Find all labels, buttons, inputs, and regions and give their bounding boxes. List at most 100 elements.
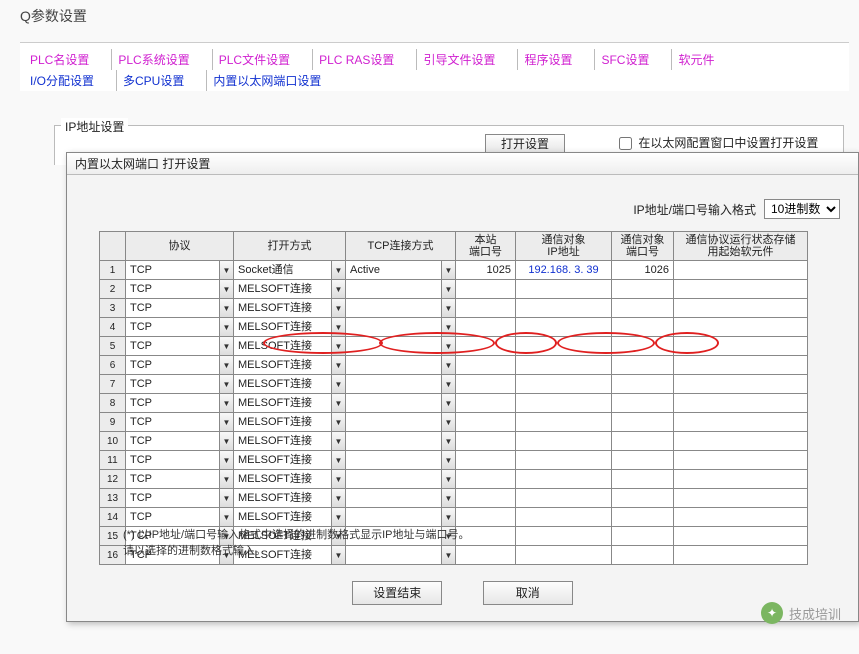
config-window-checkbox[interactable]: 在以太网配置窗口中设置打开设置 [615,134,818,153]
protocol-combo[interactable]: TCP▼ [126,375,233,393]
open_method-combo[interactable]: MELSOFT连接▼ [234,489,345,507]
tcp_mode-combo[interactable]: ▼ [346,280,455,298]
tcp_mode-combo[interactable]: ▼ [346,508,455,526]
chevron-down-icon[interactable]: ▼ [219,375,233,393]
chevron-down-icon[interactable]: ▼ [219,261,233,279]
chevron-down-icon[interactable]: ▼ [219,356,233,374]
tab-7[interactable]: 软元件 [671,49,732,70]
open-settings-button[interactable]: 打开设置 [485,134,565,154]
peer_ip-cell[interactable]: 192.168. 3. 39 [516,261,611,279]
protocol-combo[interactable]: TCP▼ [126,394,233,412]
tcp_mode-combo[interactable]: ▼ [346,394,455,412]
tcp_mode-combo[interactable]: Active▼ [346,261,455,279]
open_method-combo[interactable]: MELSOFT连接▼ [234,356,345,374]
tcp_mode-combo[interactable]: ▼ [346,318,455,336]
tcp_mode-combo[interactable]: ▼ [346,299,455,317]
chevron-down-icon[interactable]: ▼ [331,432,345,450]
chevron-down-icon[interactable]: ▼ [219,299,233,317]
chevron-down-icon[interactable]: ▼ [219,413,233,431]
tab2-0[interactable]: I/O分配设置 [28,70,112,91]
chevron-down-icon[interactable]: ▼ [219,470,233,488]
protocol-combo[interactable]: TCP▼ [126,299,233,317]
open_method-combo[interactable]: MELSOFT连接▼ [234,394,345,412]
chevron-down-icon[interactable]: ▼ [441,489,455,507]
chevron-down-icon[interactable]: ▼ [331,413,345,431]
tab-3[interactable]: PLC RAS设置 [312,49,412,70]
config-window-checkbox-input[interactable] [619,137,632,150]
protocol-combo[interactable]: TCP▼ [126,508,233,526]
chevron-down-icon[interactable]: ▼ [441,413,455,431]
chevron-down-icon[interactable]: ▼ [441,261,455,279]
tcp_mode-combo[interactable]: ▼ [346,470,455,488]
ok-button[interactable]: 设置结束 [352,581,442,605]
chevron-down-icon[interactable]: ▼ [219,432,233,450]
open_method-combo[interactable]: MELSOFT连接▼ [234,299,345,317]
open_method-combo[interactable]: MELSOFT连接▼ [234,375,345,393]
chevron-down-icon[interactable]: ▼ [441,318,455,336]
chevron-down-icon[interactable]: ▼ [219,451,233,469]
open_method-combo[interactable]: MELSOFT连接▼ [234,470,345,488]
protocol-combo[interactable]: TCP▼ [126,280,233,298]
tcp_mode-combo[interactable]: ▼ [346,356,455,374]
chevron-down-icon[interactable]: ▼ [219,280,233,298]
tab-4[interactable]: 引导文件设置 [416,49,513,70]
chevron-down-icon[interactable]: ▼ [219,394,233,412]
tcp_mode-combo[interactable]: ▼ [346,451,455,469]
format-select[interactable]: 10进制数 [764,199,840,219]
tab2-1[interactable]: 多CPU设置 [116,70,202,91]
cancel-button[interactable]: 取消 [483,581,573,605]
tab-0[interactable]: PLC名设置 [28,49,107,70]
chevron-down-icon[interactable]: ▼ [331,299,345,317]
chevron-down-icon[interactable]: ▼ [331,261,345,279]
chevron-down-icon[interactable]: ▼ [441,394,455,412]
chevron-down-icon[interactable]: ▼ [441,375,455,393]
open_method-combo[interactable]: Socket通信▼ [234,261,345,279]
chevron-down-icon[interactable]: ▼ [441,432,455,450]
chevron-down-icon[interactable]: ▼ [331,451,345,469]
tab-6[interactable]: SFC设置 [594,49,667,70]
protocol-combo[interactable]: TCP▼ [126,451,233,469]
chevron-down-icon[interactable]: ▼ [331,356,345,374]
open_method-combo[interactable]: MELSOFT连接▼ [234,318,345,336]
chevron-down-icon[interactable]: ▼ [219,318,233,336]
tab-1[interactable]: PLC系统设置 [111,49,207,70]
open_method-combo[interactable]: MELSOFT连接▼ [234,432,345,450]
protocol-combo[interactable]: TCP▼ [126,261,233,279]
local_port-cell[interactable]: 1025 [456,261,515,279]
chevron-down-icon[interactable]: ▼ [331,489,345,507]
chevron-down-icon[interactable]: ▼ [331,394,345,412]
protocol-combo[interactable]: TCP▼ [126,356,233,374]
chevron-down-icon[interactable]: ▼ [441,508,455,526]
protocol-combo[interactable]: TCP▼ [126,432,233,450]
chevron-down-icon[interactable]: ▼ [441,337,455,355]
tcp_mode-combo[interactable]: ▼ [346,337,455,355]
chevron-down-icon[interactable]: ▼ [219,489,233,507]
chevron-down-icon[interactable]: ▼ [441,470,455,488]
open_method-combo[interactable]: MELSOFT连接▼ [234,508,345,526]
open_method-combo[interactable]: MELSOFT连接▼ [234,280,345,298]
chevron-down-icon[interactable]: ▼ [331,470,345,488]
tab-5[interactable]: 程序设置 [517,49,590,70]
chevron-down-icon[interactable]: ▼ [219,337,233,355]
open_method-combo[interactable]: MELSOFT连接▼ [234,413,345,431]
tab-2[interactable]: PLC文件设置 [212,49,308,70]
chevron-down-icon[interactable]: ▼ [331,375,345,393]
tcp_mode-combo[interactable]: ▼ [346,432,455,450]
protocol-combo[interactable]: TCP▼ [126,489,233,507]
chevron-down-icon[interactable]: ▼ [331,337,345,355]
protocol-combo[interactable]: TCP▼ [126,413,233,431]
open_method-combo[interactable]: MELSOFT连接▼ [234,451,345,469]
chevron-down-icon[interactable]: ▼ [331,508,345,526]
tcp_mode-combo[interactable]: ▼ [346,413,455,431]
protocol-combo[interactable]: TCP▼ [126,470,233,488]
protocol-combo[interactable]: TCP▼ [126,337,233,355]
tab2-2[interactable]: 内置以太网端口设置 [206,70,339,91]
peer_port-cell[interactable]: 1026 [612,261,673,279]
tcp_mode-combo[interactable]: ▼ [346,375,455,393]
chevron-down-icon[interactable]: ▼ [331,318,345,336]
chevron-down-icon[interactable]: ▼ [441,451,455,469]
chevron-down-icon[interactable]: ▼ [441,356,455,374]
open_method-combo[interactable]: MELSOFT连接▼ [234,337,345,355]
open-settings-button-bg[interactable]: 打开设置 [485,134,565,154]
chevron-down-icon[interactable]: ▼ [331,280,345,298]
